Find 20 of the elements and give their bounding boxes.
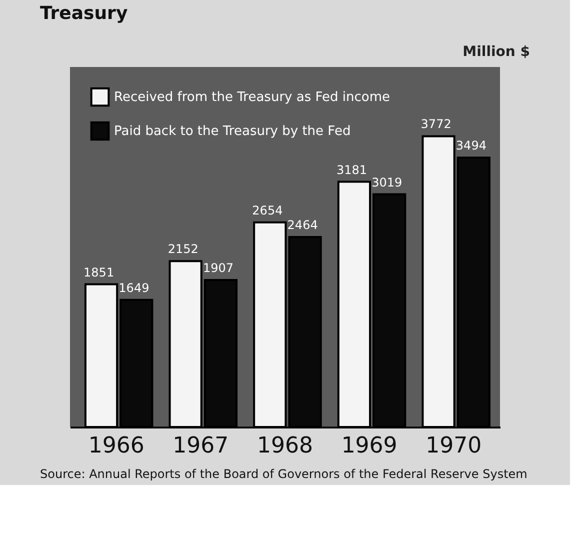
chart-title: Treasury	[40, 3, 128, 24]
x-tick-label: 1969	[341, 434, 398, 458]
data-label: 1649	[118, 280, 150, 295]
legend-label: Received from the Treasury as Fed income	[114, 90, 390, 105]
legend-label: Paid back to the Treasury by the Fed	[114, 124, 351, 139]
x-tick-label: 1968	[257, 434, 313, 458]
data-label: 2654	[252, 203, 283, 218]
x-tick-label: 1966	[88, 434, 144, 458]
source-note: Source: Annual Reports of the Board of Governors of the Federal Reserve System	[40, 467, 528, 481]
data-label: 3019	[372, 175, 402, 190]
data-label: 2152	[168, 242, 198, 256]
data-label: 1907	[202, 260, 234, 275]
y-axis-title: Million $	[462, 44, 530, 60]
x-tick-label: 1967	[172, 434, 229, 458]
data-label: 2464	[287, 218, 318, 232]
data-label: 3772	[420, 117, 452, 132]
x-tick-label: 1970	[426, 434, 482, 458]
data-label: 3494	[456, 138, 486, 153]
data-label: 1851	[84, 265, 114, 280]
data-label: 3181	[336, 162, 368, 177]
